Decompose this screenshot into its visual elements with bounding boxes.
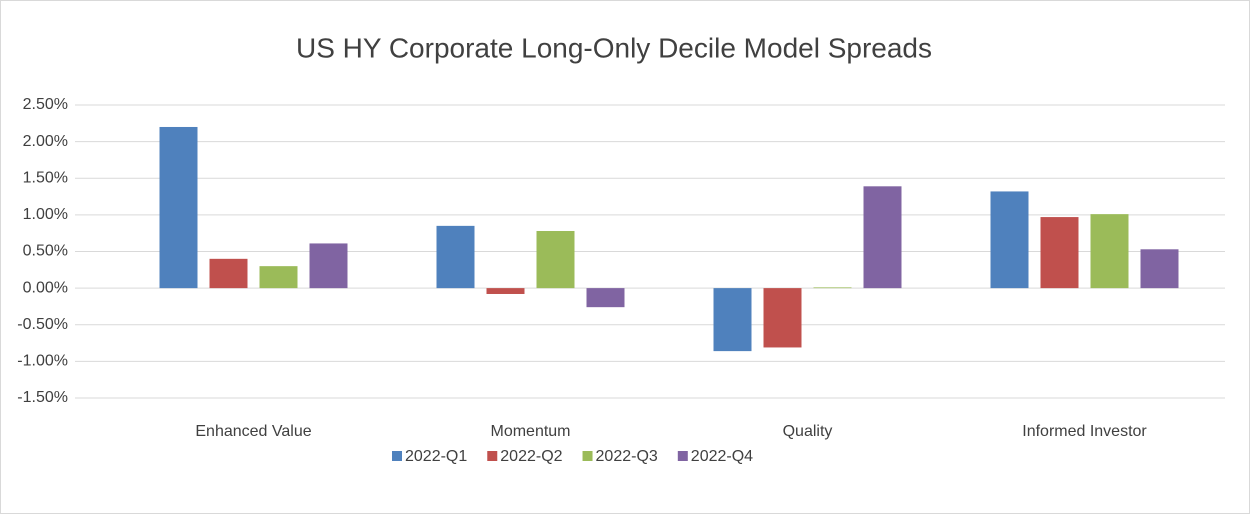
bar	[436, 225, 475, 289]
bar	[763, 288, 802, 348]
bar	[159, 126, 198, 289]
bar	[1040, 217, 1079, 289]
y-tick-label: 0.50%	[23, 243, 68, 260]
y-tick-label: 1.50%	[23, 169, 68, 186]
legend-swatch	[487, 451, 498, 461]
legend-label: 2022-Q1	[405, 448, 467, 465]
bar	[1090, 214, 1129, 289]
x-tick-label: Informed Investor	[1022, 423, 1147, 440]
bar	[863, 186, 902, 289]
bar	[713, 288, 752, 352]
bar	[486, 288, 525, 294]
bar	[813, 287, 852, 289]
bar	[309, 243, 348, 289]
bar	[990, 191, 1029, 289]
x-tick-label: Momentum	[490, 423, 570, 440]
y-tick-label: 2.00%	[23, 133, 68, 150]
bar	[586, 288, 625, 308]
bar	[259, 266, 298, 289]
y-tick-label: -0.50%	[17, 316, 68, 333]
legend-swatch	[392, 451, 402, 461]
bar	[209, 258, 248, 289]
legend-label: 2022-Q2	[500, 448, 562, 465]
x-tick-label: Enhanced Value	[195, 423, 311, 440]
legend-swatch	[582, 451, 593, 461]
legend-swatch	[677, 451, 688, 461]
chart-title: US HY Corporate Long-Only Decile Model S…	[296, 32, 932, 63]
y-tick-label: -1.50%	[17, 389, 68, 406]
y-tick-label: 0.00%	[23, 279, 68, 296]
x-tick-label: Quality	[783, 423, 833, 440]
legend-label: 2022-Q4	[691, 448, 753, 465]
y-tick-label: 1.00%	[23, 206, 68, 223]
bar	[1140, 249, 1179, 289]
y-tick-label: 2.50%	[23, 96, 68, 113]
bar	[536, 230, 575, 289]
y-tick-label: -1.00%	[17, 353, 68, 370]
legend-label: 2022-Q3	[596, 448, 658, 465]
